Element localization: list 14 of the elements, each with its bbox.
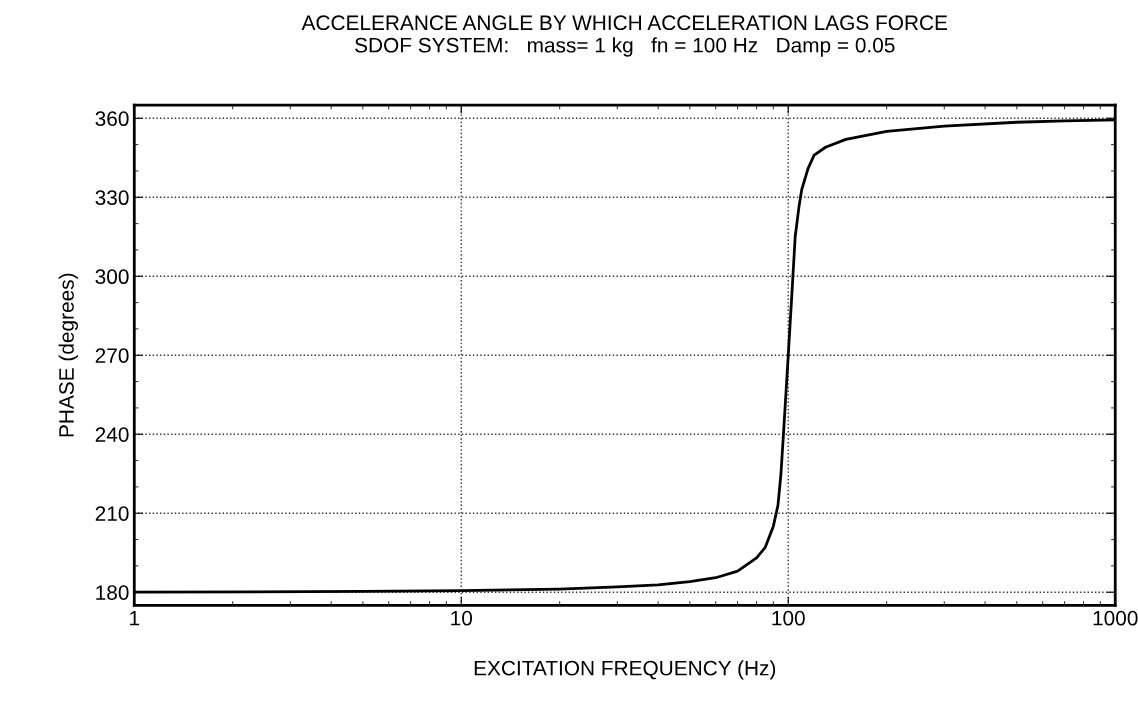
y-tick-label: 300 bbox=[95, 269, 129, 285]
y-tick-label: 180 bbox=[96, 585, 129, 600]
y-tick-label: 270 bbox=[95, 348, 129, 363]
x-tick-label: 1 bbox=[130, 611, 140, 626]
y-tick-label: 330 bbox=[95, 190, 129, 206]
chart-title: ACCELERANCE ANGLE BY WHICH ACCELERATION LAGS FORCE SDOF SYSTEM: mass= 1 kg fn = 100 Hz Damp = 0.05 bbox=[301, 15, 948, 57]
y-axis-title: PHASE (degrees) bbox=[58, 273, 78, 437]
x-axis-title: EXCITATION FREQUENCY (Hz) bbox=[474, 660, 776, 680]
y-tick-label: 210 bbox=[95, 506, 129, 521]
x-tick-label: 10 bbox=[451, 610, 473, 626]
x-tick-label: 1000 bbox=[1093, 610, 1138, 626]
y-tick-label: 240 bbox=[95, 427, 129, 442]
y-tick-label: 360 bbox=[95, 111, 129, 127]
x-tick-label: 100 bbox=[772, 610, 805, 626]
